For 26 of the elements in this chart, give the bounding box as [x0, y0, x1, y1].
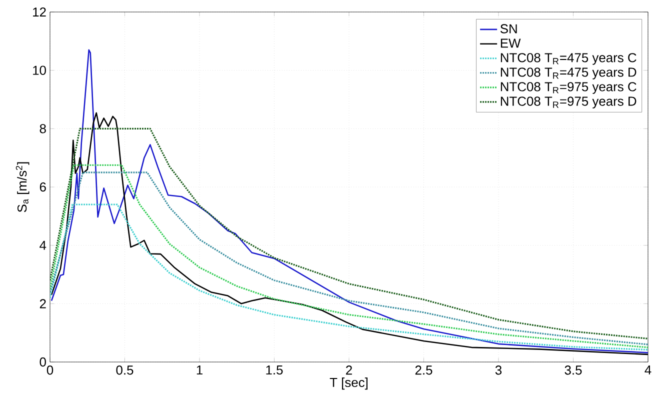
y-tick-label: 6 — [40, 182, 46, 192]
y-tick-label: 4 — [40, 240, 46, 250]
y-tick-label: 2 — [40, 299, 46, 308]
y-axis-title: S$_{a}$ [m/s$^{2}$] — [16, 162, 30, 212]
y-tick-label: 12 — [33, 7, 46, 17]
x-tick-label: 3.5 — [564, 366, 582, 375]
y-tick-label: 8 — [40, 124, 46, 134]
legend-label: SN — [500, 24, 517, 34]
y-tick-label: 10 — [33, 66, 46, 75]
y-tick-label: 0 — [40, 357, 46, 367]
line-series — [50, 49, 648, 354]
x-tick-label: 2 — [346, 366, 352, 375]
x-tick-label: 0.5 — [116, 366, 134, 375]
x-tick-label: 2.5 — [415, 366, 432, 375]
x-axis-title: T [sec] — [330, 378, 368, 390]
x-tick-label: 0 — [46, 366, 54, 375]
x-tick-label: 3 — [495, 366, 502, 375]
line-series — [50, 204, 648, 351]
legend-label: NTC08 T$_{R}$=975 years D — [500, 96, 636, 108]
x-tick-label: 1 — [196, 366, 202, 374]
legend-label: NTC08 T$_{R}$=475 years C — [500, 53, 636, 65]
legend-label: NTC08 T$_{R}$=975 years C — [500, 82, 636, 94]
x-tick-label: 1.5 — [266, 366, 283, 375]
legend-label: EW — [500, 38, 521, 48]
legend-label: NTC08 T$_{R}$=475 years D — [500, 68, 636, 80]
x-tick-label: 4 — [644, 366, 652, 374]
